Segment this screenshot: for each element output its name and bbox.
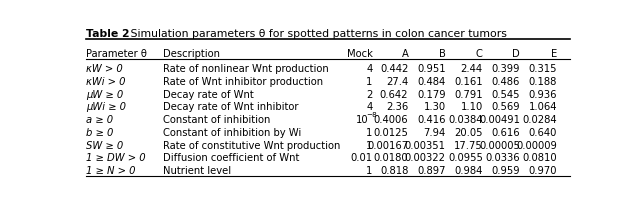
Text: A: A bbox=[401, 49, 408, 59]
Text: Rate of nonlinear Wnt production: Rate of nonlinear Wnt production bbox=[163, 64, 328, 74]
Text: 0.315: 0.315 bbox=[529, 64, 557, 74]
Text: 0.959: 0.959 bbox=[492, 165, 520, 175]
Text: 4: 4 bbox=[366, 64, 372, 74]
Text: 0.818: 0.818 bbox=[380, 165, 408, 175]
Text: 1: 1 bbox=[366, 165, 372, 175]
Text: 0.179: 0.179 bbox=[417, 89, 445, 99]
Text: Description: Description bbox=[163, 49, 220, 59]
Text: Simulation parameters θ for spotted patterns in colon cancer tumors: Simulation parameters θ for spotted patt… bbox=[127, 29, 506, 39]
Text: 0.486: 0.486 bbox=[492, 77, 520, 87]
Text: 0.642: 0.642 bbox=[380, 89, 408, 99]
Text: 0.0810: 0.0810 bbox=[522, 152, 557, 162]
Text: 0.484: 0.484 bbox=[417, 77, 445, 87]
Text: κWi > 0: κWi > 0 bbox=[86, 77, 125, 87]
Text: Parameter θ: Parameter θ bbox=[86, 49, 147, 59]
Text: 0.00322: 0.00322 bbox=[404, 152, 445, 162]
Text: Table 2: Table 2 bbox=[86, 29, 129, 39]
Text: 0.936: 0.936 bbox=[529, 89, 557, 99]
Text: 4: 4 bbox=[366, 102, 372, 112]
Text: 7.94: 7.94 bbox=[423, 127, 445, 137]
Text: 20.05: 20.05 bbox=[454, 127, 483, 137]
Text: Constant of inhibition by Wi: Constant of inhibition by Wi bbox=[163, 127, 301, 137]
Text: 0.00005: 0.00005 bbox=[479, 140, 520, 150]
Text: SW ≥ 0: SW ≥ 0 bbox=[86, 140, 124, 150]
Text: 0.897: 0.897 bbox=[417, 165, 445, 175]
Text: 0.399: 0.399 bbox=[492, 64, 520, 74]
Text: Constant of inhibition: Constant of inhibition bbox=[163, 115, 270, 125]
Text: 0.545: 0.545 bbox=[492, 89, 520, 99]
Text: Rate of constitutive Wnt production: Rate of constitutive Wnt production bbox=[163, 140, 340, 150]
Text: 0.01: 0.01 bbox=[351, 152, 372, 162]
Text: 1 ≥ DW > 0: 1 ≥ DW > 0 bbox=[86, 152, 145, 162]
Text: 2: 2 bbox=[366, 89, 372, 99]
Text: 0.188: 0.188 bbox=[529, 77, 557, 87]
Text: 0.00491: 0.00491 bbox=[479, 115, 520, 125]
Text: Decay rate of Wnt inhibitor: Decay rate of Wnt inhibitor bbox=[163, 102, 298, 112]
Text: E: E bbox=[551, 49, 557, 59]
Text: 0.442: 0.442 bbox=[380, 64, 408, 74]
Text: 0.951: 0.951 bbox=[417, 64, 445, 74]
Text: 0.0284: 0.0284 bbox=[522, 115, 557, 125]
Text: 0.970: 0.970 bbox=[529, 165, 557, 175]
Text: b ≥ 0: b ≥ 0 bbox=[86, 127, 113, 137]
Text: 0.640: 0.640 bbox=[529, 127, 557, 137]
Text: 27.4: 27.4 bbox=[386, 77, 408, 87]
Text: 0.00167: 0.00167 bbox=[367, 140, 408, 150]
Text: 0.4006: 0.4006 bbox=[374, 115, 408, 125]
Text: 1: 1 bbox=[366, 140, 372, 150]
Text: 2.44: 2.44 bbox=[461, 64, 483, 74]
Text: 10: 10 bbox=[356, 115, 369, 125]
Text: −8: −8 bbox=[367, 112, 378, 118]
Text: 0.984: 0.984 bbox=[454, 165, 483, 175]
Text: 0.00351: 0.00351 bbox=[404, 140, 445, 150]
Text: μW ≥ 0: μW ≥ 0 bbox=[86, 89, 124, 99]
Text: 0.0125: 0.0125 bbox=[374, 127, 408, 137]
Text: 1.064: 1.064 bbox=[529, 102, 557, 112]
Text: 0.0384: 0.0384 bbox=[448, 115, 483, 125]
Text: Diffusion coefficient of Wnt: Diffusion coefficient of Wnt bbox=[163, 152, 300, 162]
Text: μWi ≥ 0: μWi ≥ 0 bbox=[86, 102, 126, 112]
Text: 0.0955: 0.0955 bbox=[448, 152, 483, 162]
Text: 1 ≥ N > 0: 1 ≥ N > 0 bbox=[86, 165, 136, 175]
Text: 0.569: 0.569 bbox=[492, 102, 520, 112]
Text: 2.36: 2.36 bbox=[386, 102, 408, 112]
Text: 1.10: 1.10 bbox=[461, 102, 483, 112]
Text: D: D bbox=[512, 49, 520, 59]
Text: κW > 0: κW > 0 bbox=[86, 64, 123, 74]
Text: 1: 1 bbox=[366, 77, 372, 87]
Text: Rate of Wnt inhibitor production: Rate of Wnt inhibitor production bbox=[163, 77, 323, 87]
Text: 0.0180: 0.0180 bbox=[374, 152, 408, 162]
Text: 1.30: 1.30 bbox=[424, 102, 445, 112]
Text: Mock: Mock bbox=[347, 49, 372, 59]
Text: 0.416: 0.416 bbox=[417, 115, 445, 125]
Text: 0.0336: 0.0336 bbox=[485, 152, 520, 162]
Text: 17.75: 17.75 bbox=[454, 140, 483, 150]
Text: 0.791: 0.791 bbox=[454, 89, 483, 99]
Text: C: C bbox=[476, 49, 483, 59]
Text: 0.616: 0.616 bbox=[492, 127, 520, 137]
Text: Decay rate of Wnt: Decay rate of Wnt bbox=[163, 89, 253, 99]
Text: a ≥ 0: a ≥ 0 bbox=[86, 115, 113, 125]
Text: 1: 1 bbox=[366, 127, 372, 137]
Text: B: B bbox=[438, 49, 445, 59]
Text: 0.161: 0.161 bbox=[454, 77, 483, 87]
Text: 0.00009: 0.00009 bbox=[516, 140, 557, 150]
Text: Nutrient level: Nutrient level bbox=[163, 165, 231, 175]
